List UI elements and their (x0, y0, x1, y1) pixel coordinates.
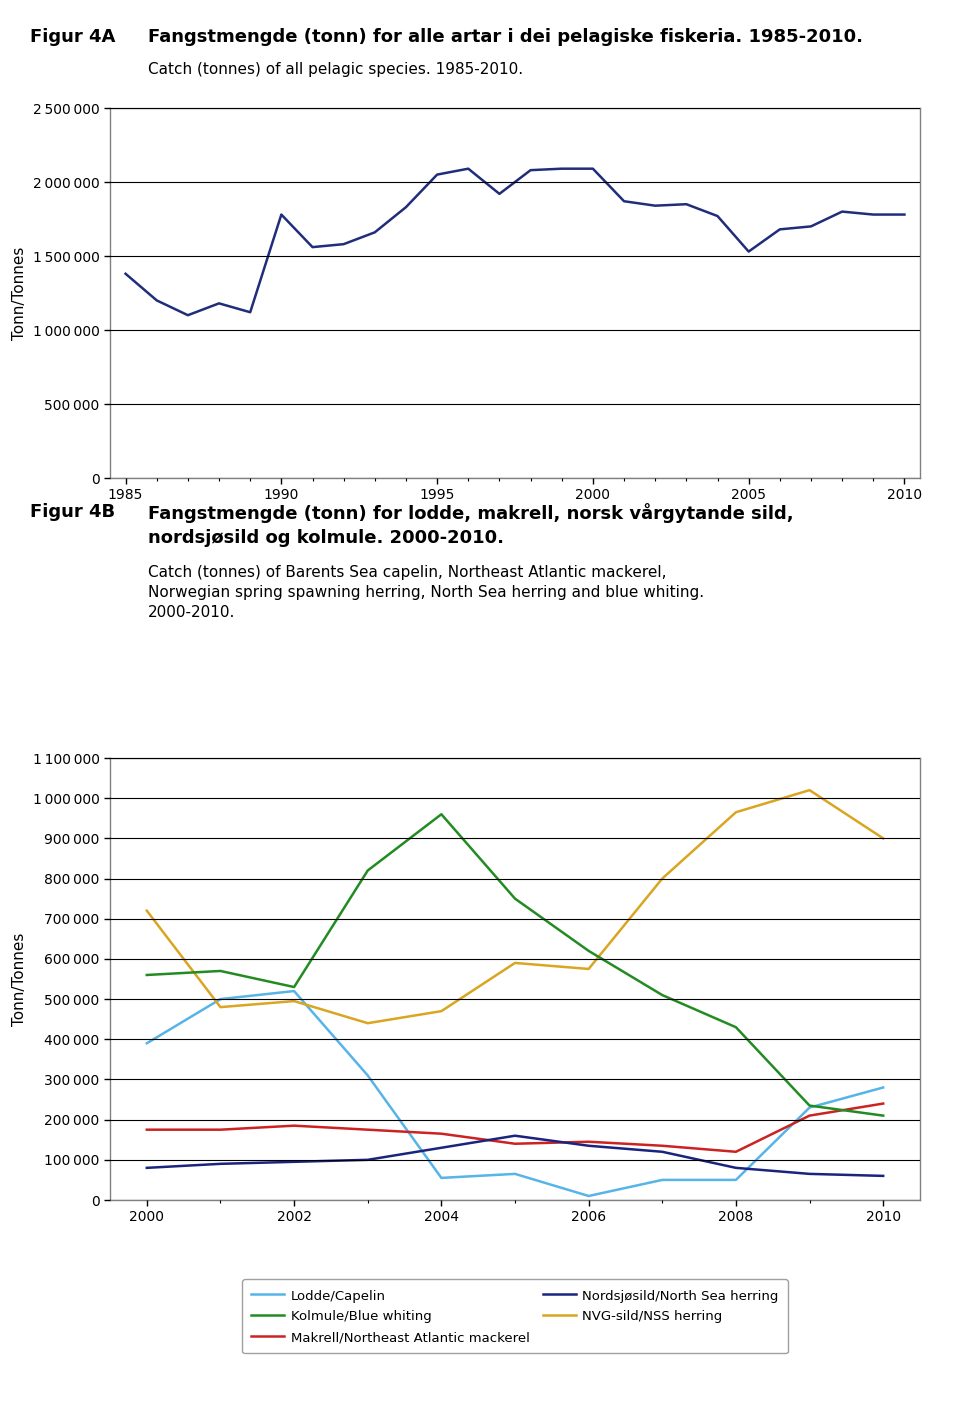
Kolmule/Blue whiting (509, 890, 520, 907)
Makrell/Northeast Atlantic mackerel (141, 1122, 153, 1139)
Kolmule/Blue whiting (877, 1108, 889, 1125)
Lodde/Capelin (436, 1170, 447, 1186)
Kolmule/Blue whiting (215, 963, 227, 980)
Kolmule/Blue whiting (731, 1019, 742, 1036)
Kolmule/Blue whiting (436, 806, 447, 823)
NVG-sild/NSS herring (362, 1015, 373, 1032)
Nordsjøsild/North Sea herring (288, 1154, 300, 1171)
Line: Nordsjøsild/North Sea herring: Nordsjøsild/North Sea herring (147, 1136, 883, 1177)
Nordsjøsild/North Sea herring (804, 1165, 815, 1182)
Kolmule/Blue whiting (141, 966, 153, 983)
NVG-sild/NSS herring (509, 955, 520, 972)
Line: Makrell/Northeast Atlantic mackerel: Makrell/Northeast Atlantic mackerel (147, 1104, 883, 1151)
Makrell/Northeast Atlantic mackerel (436, 1125, 447, 1141)
Makrell/Northeast Atlantic mackerel (731, 1143, 742, 1160)
Nordsjøsild/North Sea herring (215, 1155, 227, 1172)
Text: Figur 4B: Figur 4B (30, 503, 115, 521)
NVG-sild/NSS herring (215, 998, 227, 1015)
Nordsjøsild/North Sea herring (141, 1160, 153, 1177)
NVG-sild/NSS herring (583, 960, 594, 977)
Line: Lodde/Capelin: Lodde/Capelin (147, 991, 883, 1196)
Lodde/Capelin (657, 1171, 668, 1188)
Nordsjøsild/North Sea herring (436, 1139, 447, 1155)
Lodde/Capelin (362, 1067, 373, 1084)
Kolmule/Blue whiting (804, 1097, 815, 1113)
NVG-sild/NSS herring (141, 903, 153, 920)
Text: Fangstmengde (tonn) for lodde, makrell, norsk vårgytande sild,
nordsjøsild og ko: Fangstmengde (tonn) for lodde, makrell, … (148, 503, 794, 546)
Nordsjøsild/North Sea herring (583, 1137, 594, 1154)
Lodde/Capelin (288, 983, 300, 1000)
Lodde/Capelin (804, 1099, 815, 1116)
Text: Catch (tonnes) of all pelagic species. 1985-2010.: Catch (tonnes) of all pelagic species. 1… (148, 62, 523, 77)
Y-axis label: Tonn/Tonnes: Tonn/Tonnes (12, 246, 27, 340)
Text: Catch (tonnes) of Barents Sea capelin, Northeast Atlantic mackerel,
Norwegian sp: Catch (tonnes) of Barents Sea capelin, N… (148, 564, 704, 619)
Nordsjøsild/North Sea herring (877, 1168, 889, 1185)
Nordsjøsild/North Sea herring (657, 1143, 668, 1160)
Legend: Lodde/Capelin, Kolmule/Blue whiting, Makrell/Northeast Atlantic mackerel, Nordsj: Lodde/Capelin, Kolmule/Blue whiting, Mak… (242, 1279, 788, 1353)
Kolmule/Blue whiting (362, 862, 373, 879)
Text: Figur 4A: Figur 4A (30, 28, 115, 46)
Lodde/Capelin (509, 1165, 520, 1182)
Kolmule/Blue whiting (583, 942, 594, 959)
Makrell/Northeast Atlantic mackerel (215, 1122, 227, 1139)
Makrell/Northeast Atlantic mackerel (362, 1122, 373, 1139)
Makrell/Northeast Atlantic mackerel (804, 1108, 815, 1125)
Line: NVG-sild/NSS herring: NVG-sild/NSS herring (147, 790, 883, 1024)
NVG-sild/NSS herring (877, 830, 889, 847)
Text: Fangstmengde (tonn) for alle artar i dei pelagiske fiskeria. 1985-2010.: Fangstmengde (tonn) for alle artar i dei… (148, 28, 863, 46)
Kolmule/Blue whiting (288, 979, 300, 995)
NVG-sild/NSS herring (731, 804, 742, 821)
NVG-sild/NSS herring (288, 993, 300, 1009)
Lodde/Capelin (731, 1171, 742, 1188)
Makrell/Northeast Atlantic mackerel (877, 1095, 889, 1112)
Y-axis label: Tonn/Tonnes: Tonn/Tonnes (12, 932, 27, 1026)
Makrell/Northeast Atlantic mackerel (657, 1137, 668, 1154)
NVG-sild/NSS herring (657, 870, 668, 887)
Nordsjøsild/North Sea herring (509, 1127, 520, 1144)
Makrell/Northeast Atlantic mackerel (509, 1136, 520, 1153)
Nordsjøsild/North Sea herring (362, 1151, 373, 1168)
Line: Kolmule/Blue whiting: Kolmule/Blue whiting (147, 814, 883, 1116)
Lodde/Capelin (215, 991, 227, 1008)
Kolmule/Blue whiting (657, 987, 668, 1004)
Lodde/Capelin (141, 1035, 153, 1052)
Makrell/Northeast Atlantic mackerel (583, 1133, 594, 1150)
NVG-sild/NSS herring (436, 1002, 447, 1019)
Makrell/Northeast Atlantic mackerel (288, 1118, 300, 1134)
Lodde/Capelin (583, 1188, 594, 1205)
Nordsjøsild/North Sea herring (731, 1160, 742, 1177)
Lodde/Capelin (877, 1080, 889, 1097)
NVG-sild/NSS herring (804, 782, 815, 799)
